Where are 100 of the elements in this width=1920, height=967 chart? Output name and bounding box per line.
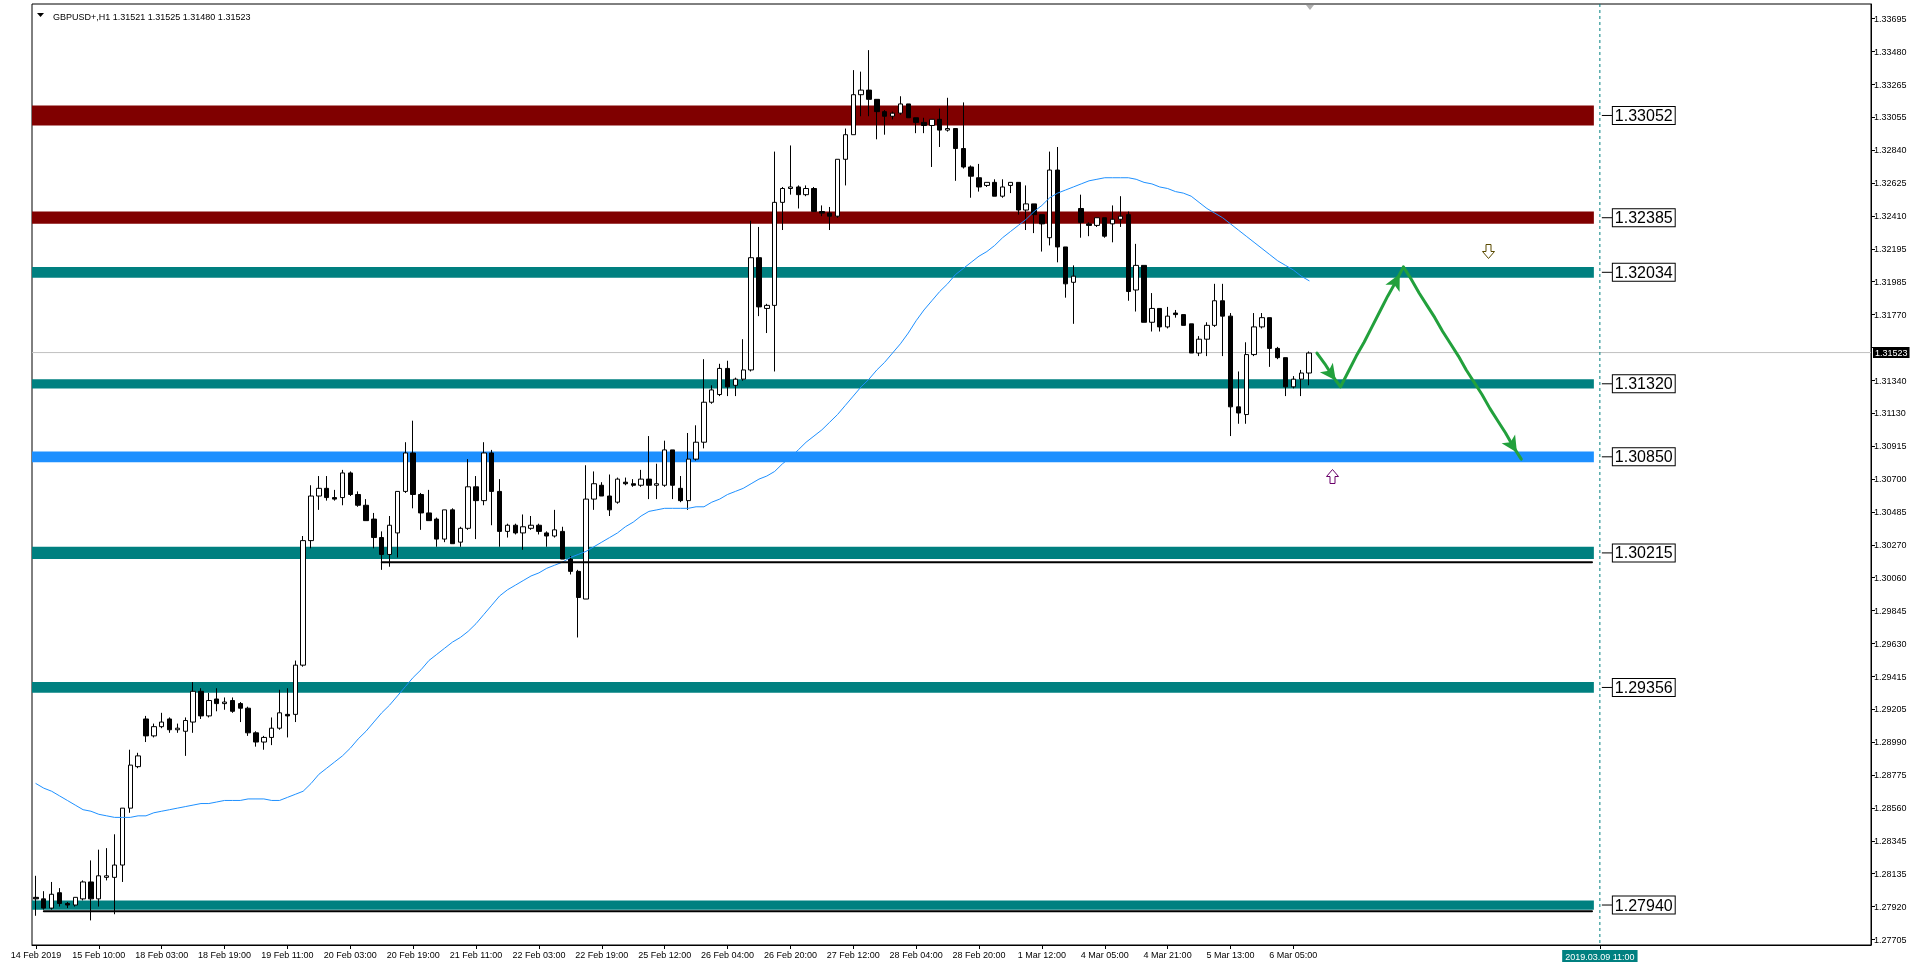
candlestick <box>261 735 267 751</box>
candlestick <box>772 151 777 372</box>
candlestick <box>183 716 188 757</box>
candlestick <box>104 847 109 881</box>
candlestick <box>756 226 762 317</box>
y-tick-label: 1.30915 <box>1874 441 1907 452</box>
candlestick <box>898 95 903 116</box>
y-tick-label: 1.32625 <box>1874 178 1907 189</box>
candlestick <box>434 517 439 548</box>
candlestick <box>796 184 801 209</box>
candlestick <box>1110 204 1115 243</box>
candlestick <box>332 489 337 502</box>
candlestick <box>1196 335 1202 357</box>
x-tick-label: 6 Mar 05:00 <box>1269 949 1318 960</box>
candlestick <box>937 108 942 148</box>
text: GBPUSD+,H1 1.31521 1.31525 1.31480 1.31523 <box>53 11 251 22</box>
candlestick <box>591 470 597 511</box>
candlestick <box>96 849 101 908</box>
candlestick <box>410 420 416 509</box>
candlestick <box>277 689 282 731</box>
candlestick <box>1299 369 1304 397</box>
candlestick <box>646 435 652 500</box>
candlestick <box>607 474 612 517</box>
candlestick <box>316 475 322 511</box>
x-tick-label: 2019.03.09 11:00 <box>1565 951 1635 962</box>
candlestick <box>1220 283 1225 357</box>
y-tick-label: 1.32840 <box>1874 145 1907 156</box>
y-tick-label: 1.30060 <box>1874 572 1907 583</box>
candlestick <box>819 204 825 217</box>
candlestick <box>1204 321 1210 357</box>
y-tick-label: 1.28990 <box>1874 737 1907 748</box>
candlestick <box>686 432 691 511</box>
y-tick-label: 1.31770 <box>1874 309 1907 320</box>
candlestick <box>1149 292 1155 332</box>
candlestick <box>324 475 329 502</box>
y-tick-label: 1.33265 <box>1874 79 1907 90</box>
candlestick <box>701 358 707 449</box>
candlestick <box>135 752 141 769</box>
x-tick-label: 25 Feb 12:00 <box>638 949 692 960</box>
y-tick-label: 1.28345 <box>1874 836 1907 847</box>
candlestick <box>1189 323 1194 354</box>
y-tick-label: 1.31340 <box>1874 375 1907 386</box>
candlestick <box>968 164 974 199</box>
y-tick-label: 1.31130 <box>1874 408 1906 418</box>
candlestick <box>418 492 424 531</box>
candlestick <box>1181 314 1186 326</box>
candlestick <box>230 696 235 714</box>
x-tick-label: 28 Feb 04:00 <box>889 949 943 960</box>
candlestick <box>576 569 581 638</box>
candlestick <box>465 458 471 531</box>
candlestick <box>984 181 990 188</box>
candlestick <box>458 526 463 548</box>
candlestick <box>906 103 911 119</box>
candlestick <box>175 723 180 734</box>
candlestick <box>1283 357 1288 397</box>
x-tick-label: 26 Feb 04:00 <box>701 949 755 960</box>
candlestick <box>167 716 172 734</box>
candlestick <box>505 523 510 539</box>
candlestick <box>73 896 78 908</box>
candlestick <box>1094 217 1100 228</box>
candlestick <box>1291 375 1296 389</box>
y-tick-label: 1.28775 <box>1874 770 1907 781</box>
candlestick <box>426 489 432 522</box>
candlestick <box>513 523 518 535</box>
y-tick-label: 1.29845 <box>1874 605 1907 616</box>
candlestick <box>638 469 644 488</box>
candlestick <box>300 535 306 668</box>
y-tick-label: 1.27705 <box>1874 934 1907 945</box>
candlestick <box>253 730 259 748</box>
x-tick-label: 22 Feb 19:00 <box>575 949 629 960</box>
band-label: 1.32034 <box>1614 263 1673 281</box>
y-tick-label: 1.33055 <box>1874 112 1907 123</box>
band-label: 1.32385 <box>1614 209 1673 227</box>
candlestick <box>717 363 722 397</box>
candlestick <box>151 723 157 738</box>
candlestick <box>654 463 659 500</box>
candlestick <box>835 158 840 219</box>
candlestick <box>1165 306 1170 329</box>
candlestick <box>992 178 997 197</box>
candlestick <box>693 424 699 462</box>
candlestick <box>206 692 212 718</box>
x-tick-label: 21 Feb 11:00 <box>449 949 503 960</box>
candlestick <box>874 98 880 140</box>
candlestick <box>348 470 353 497</box>
candlestick <box>662 440 667 488</box>
y-tick-label: 1.33695 <box>1874 13 1907 24</box>
x-tick-label: 1 Mar 12:00 <box>1017 949 1066 960</box>
candlestick <box>1259 312 1265 329</box>
candlestick <box>890 111 895 120</box>
candlestick <box>450 507 455 545</box>
y-tick-label: 1.31985 <box>1874 276 1907 287</box>
candlestick <box>1086 221 1092 237</box>
candlestick <box>1008 181 1013 194</box>
candlestick <box>1039 214 1045 253</box>
candlestick <box>1251 312 1257 357</box>
candlestick <box>190 681 196 734</box>
candlestick <box>238 701 243 723</box>
candlestick <box>481 441 487 506</box>
candlestick <box>623 477 628 486</box>
candlestick <box>544 530 549 548</box>
